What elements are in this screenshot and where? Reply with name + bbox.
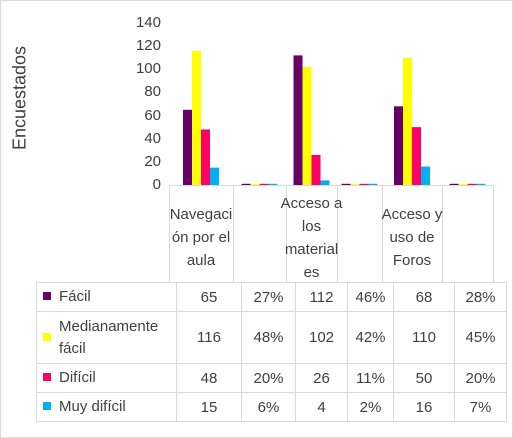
legend-label-line: fácil: [59, 339, 86, 357]
bar-difícil: [359, 183, 369, 185]
data-cell: 110: [393, 311, 455, 364]
data-cell: 7%: [454, 392, 507, 422]
bar-difícil: [259, 183, 269, 185]
y-tick-label: 120: [135, 37, 161, 55]
bar-muy-difícil: [210, 167, 219, 185]
legend-swatch: [43, 373, 51, 381]
data-cell: 16: [393, 392, 455, 422]
bar-medianamente-fácil: [458, 183, 468, 185]
y-tick-label: 60: [144, 106, 161, 124]
y-tick-label: 20: [144, 152, 161, 170]
data-cell: 116: [176, 311, 242, 364]
data-table: Fácil 65 27% 112 46% 68 28% Medianamente fácil 11…: [36, 282, 507, 422]
data-cell: 2%: [347, 392, 394, 422]
bar-medianamente-fácil: [403, 57, 412, 185]
bar-fácil: [241, 183, 251, 185]
legend-entry: Fácil: [36, 282, 177, 312]
data-cell: 6%: [241, 392, 296, 422]
category-label-line: Navegaci: [169, 206, 233, 223]
legend-label: Muy difícil: [59, 396, 126, 418]
data-cell: 50: [393, 363, 455, 393]
table-row: Medianamente fácil 116 48% 102 42% 110 45%: [36, 311, 507, 364]
y-tick-label: 140: [135, 14, 161, 31]
bar-difícil: [201, 129, 210, 185]
table-row: Difícil 48 20% 26 11% 50 20%: [36, 363, 507, 393]
legend-swatch: [43, 402, 51, 410]
data-cell: 46%: [347, 282, 394, 312]
legend-swatch: [43, 292, 51, 300]
y-tick-label: 100: [135, 60, 161, 78]
bar-muy-difícil: [320, 180, 330, 185]
bar-muy-difícil: [421, 166, 430, 185]
data-cell: 48: [176, 363, 242, 393]
category-label-line: Foros: [392, 252, 432, 269]
legend-swatch: [43, 332, 51, 341]
data-cell: 20%: [454, 363, 507, 393]
legend-label: Difícil: [59, 367, 96, 389]
data-cell: 112: [295, 282, 348, 312]
bar-difícil: [467, 183, 477, 185]
category-label-line: los: [301, 218, 322, 235]
data-cell: 42%: [347, 311, 394, 364]
data-cell: 48%: [241, 311, 296, 364]
bar-difícil: [412, 127, 421, 185]
bar-medianamente-fácil: [192, 50, 201, 186]
category-label: Navegaci ón por el aula: [163, 203, 239, 272]
category-label-line: Acceso y: [381, 206, 443, 223]
bar-medianamente-fácil: [250, 183, 260, 185]
category-label-line: aula: [186, 252, 216, 269]
y-tick-label: 0: [152, 176, 161, 193]
data-cell: 4: [295, 392, 348, 422]
data-cell: 20%: [241, 363, 296, 393]
bar-fácil: [449, 183, 459, 185]
data-cell: 28%: [454, 282, 507, 312]
bar-muy-difícil: [368, 183, 378, 185]
legend-entry: Muy difícil: [36, 392, 177, 422]
legend-label-line: Medianamente: [59, 317, 159, 335]
legend-label: Fácil: [59, 286, 91, 308]
legend-label-line: Difícil: [59, 369, 96, 386]
y-tick-label: 40: [144, 129, 161, 147]
legend-label-line: Muy difícil: [59, 398, 126, 415]
category-label-line: Acceso a: [280, 195, 343, 212]
bar-fácil: [394, 106, 403, 185]
category-label-line: uso de: [389, 229, 435, 246]
bar-muy-difícil: [268, 183, 278, 185]
data-cell: 15: [176, 392, 242, 422]
table-row: Muy difícil 15 6% 4 2% 16 7%: [36, 392, 507, 422]
category-label-line: material: [284, 241, 339, 258]
data-cell: 11%: [347, 363, 394, 393]
bar-medianamente-fácil: [350, 183, 360, 185]
data-cell: 27%: [241, 282, 296, 312]
category-label: Acceso y uso de Foros: [376, 203, 448, 272]
category-label: Acceso a los material es: [280, 192, 343, 284]
legend-label-line: Fácil: [59, 288, 91, 305]
data-cell: 45%: [454, 311, 507, 364]
legend-entry: Medianamente fácil: [36, 311, 177, 364]
bar-fácil: [183, 109, 192, 185]
y-tick-label: 80: [144, 83, 161, 101]
bar-fácil: [293, 55, 303, 186]
legend-entry: Difícil: [36, 363, 177, 393]
data-cell: 102: [295, 311, 348, 364]
bar-medianamente-fácil: [302, 66, 312, 185]
data-cell: 68: [393, 282, 455, 312]
bar-muy-difícil: [476, 183, 486, 185]
category-label-line: es: [303, 264, 320, 281]
data-cell: 26: [295, 363, 348, 393]
bar-plot-area: [169, 50, 494, 282]
table-row: Fácil 65 27% 112 46% 68 28%: [36, 282, 507, 312]
legend-label: Medianamente fácil: [59, 316, 158, 360]
bar-fácil: [341, 183, 351, 185]
bar-difícil: [311, 154, 321, 185]
data-cell: 65: [176, 282, 242, 312]
category-label-line: ón por el: [171, 229, 231, 246]
